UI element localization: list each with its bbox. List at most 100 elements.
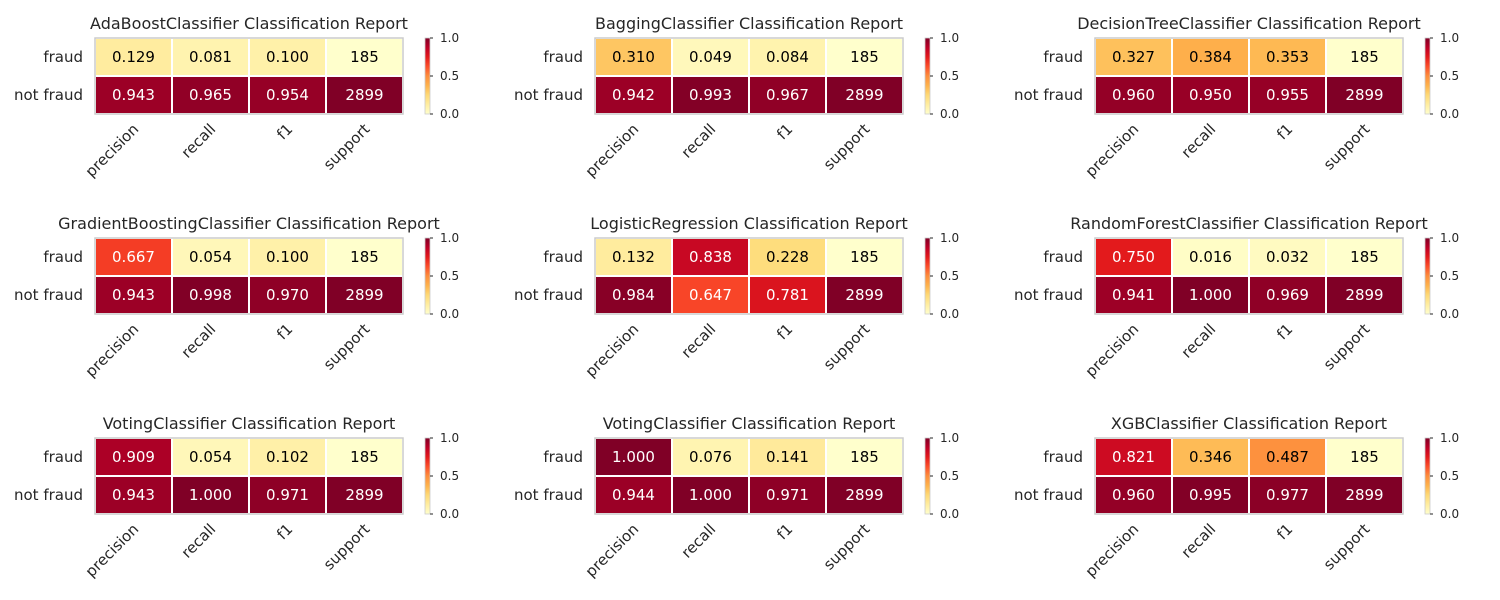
heatmap-cell: [171, 75, 250, 115]
heatmap-cell: [1248, 437, 1327, 477]
chart-title: DecisionTreeClassifier Classification Re…: [1077, 14, 1421, 33]
row-label: fraud: [43, 248, 83, 266]
cell-value-label: 1.000: [1189, 286, 1232, 304]
heatmap-cell: [325, 75, 404, 115]
cell-value-label: 0.977: [1266, 486, 1309, 504]
heatmap-cell: [1171, 275, 1250, 315]
cell-value-label: 0.100: [266, 48, 309, 66]
chart-title: RandomForestClassifier Classification Re…: [1070, 214, 1427, 233]
heatmap-cell: [1094, 75, 1173, 115]
column-label: f1: [1273, 520, 1296, 543]
colorbar: [424, 437, 431, 515]
colorbar-tick-label: 1.0: [940, 431, 959, 445]
column-label: support: [320, 320, 374, 374]
cell-value-label: 0.487: [1266, 448, 1309, 466]
report-panel: VotingClassifier Classification Report 1.…: [514, 414, 959, 581]
heatmap-cell: [1171, 37, 1250, 77]
cell-value-label: 0.821: [1112, 448, 1155, 466]
cell-value-label: 0.971: [766, 486, 809, 504]
row-label: fraud: [543, 48, 583, 66]
cell-value-label: 185: [350, 48, 379, 66]
cell-value-label: 0.909: [112, 448, 155, 466]
column-label: support: [1320, 520, 1374, 574]
cell-value-label: 0.943: [112, 286, 155, 304]
colorbar: [924, 437, 931, 515]
column-label: recall: [678, 520, 720, 562]
cell-value-label: 0.943: [112, 86, 155, 104]
colorbar-tick-label: 0.0: [1440, 507, 1459, 521]
column-label: f1: [1273, 320, 1296, 343]
cell-value-label: 185: [1350, 248, 1379, 266]
colorbar: [424, 37, 431, 115]
column-label: f1: [273, 120, 296, 143]
heatmap-cell: [1171, 475, 1250, 515]
cell-value-label: 185: [850, 448, 879, 466]
cell-value-label: 0.667: [112, 248, 155, 266]
column-label: support: [320, 120, 374, 174]
cell-value-label: 2899: [845, 286, 883, 304]
heatmap-cell: [171, 237, 250, 277]
cell-value-label: 0.054: [189, 448, 232, 466]
colorbar-tick-label: 0.5: [1440, 69, 1459, 83]
column-label: recall: [178, 120, 220, 162]
heatmap-cell: [748, 75, 827, 115]
column-label: support: [820, 120, 874, 174]
column-label: support: [1320, 120, 1374, 174]
column-label: recall: [678, 320, 720, 362]
cell-value-label: 185: [1350, 48, 1379, 66]
row-label: not fraud: [1014, 286, 1083, 304]
heatmap-frame: [594, 437, 904, 515]
cell-value-label: 185: [350, 448, 379, 466]
column-label: precision: [582, 320, 643, 381]
column-label: recall: [178, 320, 220, 362]
cell-value-label: 0.995: [1189, 486, 1232, 504]
column-label: recall: [1178, 320, 1220, 362]
colorbar-tick-label: 0.0: [940, 307, 959, 321]
heatmap-cell: [671, 275, 750, 315]
colorbar-tick-label: 0.5: [940, 469, 959, 483]
column-label: precision: [582, 520, 643, 581]
report-panel: DecisionTreeClassifier Classification Re…: [1014, 14, 1459, 181]
cell-value-label: 0.944: [612, 486, 655, 504]
cell-value-label: 0.965: [189, 86, 232, 104]
column-label: precision: [82, 520, 143, 581]
cell-value-label: 0.970: [266, 286, 309, 304]
colorbar-tick-label: 0.0: [440, 307, 459, 321]
heatmap-cell: [1094, 37, 1173, 77]
heatmap-frame: [1094, 37, 1404, 115]
colorbar-tick-label: 0.5: [1440, 469, 1459, 483]
row-label: fraud: [1043, 48, 1083, 66]
colorbar-tick-label: 1.0: [1440, 31, 1459, 45]
column-label: recall: [1178, 520, 1220, 562]
cell-value-label: 0.327: [1112, 48, 1155, 66]
colorbar-tick-label: 0.5: [940, 269, 959, 283]
cell-value-label: 185: [850, 248, 879, 266]
chart-title: GradientBoostingClassifier Classificatio…: [58, 214, 440, 233]
cell-value-label: 0.781: [766, 286, 809, 304]
heatmap-cell: [1248, 237, 1327, 277]
chart-title: BaggingClassifier Classification Report: [595, 14, 903, 33]
colorbar-tick-label: 0.5: [1440, 269, 1459, 283]
heatmap-frame: [94, 237, 404, 315]
report-panel: XGBClassifier Classification Report 0.821…: [1014, 414, 1459, 581]
cell-value-label: 185: [850, 48, 879, 66]
cell-value-label: 0.384: [1189, 48, 1232, 66]
heatmap-cell: [594, 475, 673, 515]
chart-title: XGBClassifier Classification Report: [1111, 414, 1387, 433]
row-label: fraud: [43, 448, 83, 466]
colorbar-tick-label: 0.5: [440, 69, 459, 83]
cell-value-label: 2899: [345, 286, 383, 304]
heatmap-cell: [94, 437, 173, 477]
colorbar: [424, 237, 431, 315]
cell-value-label: 1.000: [189, 486, 232, 504]
cell-value-label: 0.076: [689, 448, 732, 466]
row-label: not fraud: [14, 286, 83, 304]
heatmap-cell: [1248, 475, 1327, 515]
column-label: recall: [1178, 120, 1220, 162]
column-label: recall: [178, 520, 220, 562]
row-label: not fraud: [514, 486, 583, 504]
cell-value-label: 2899: [345, 486, 383, 504]
column-label: precision: [82, 120, 143, 181]
cell-value-label: 0.942: [612, 86, 655, 104]
cell-value-label: 2899: [845, 86, 883, 104]
